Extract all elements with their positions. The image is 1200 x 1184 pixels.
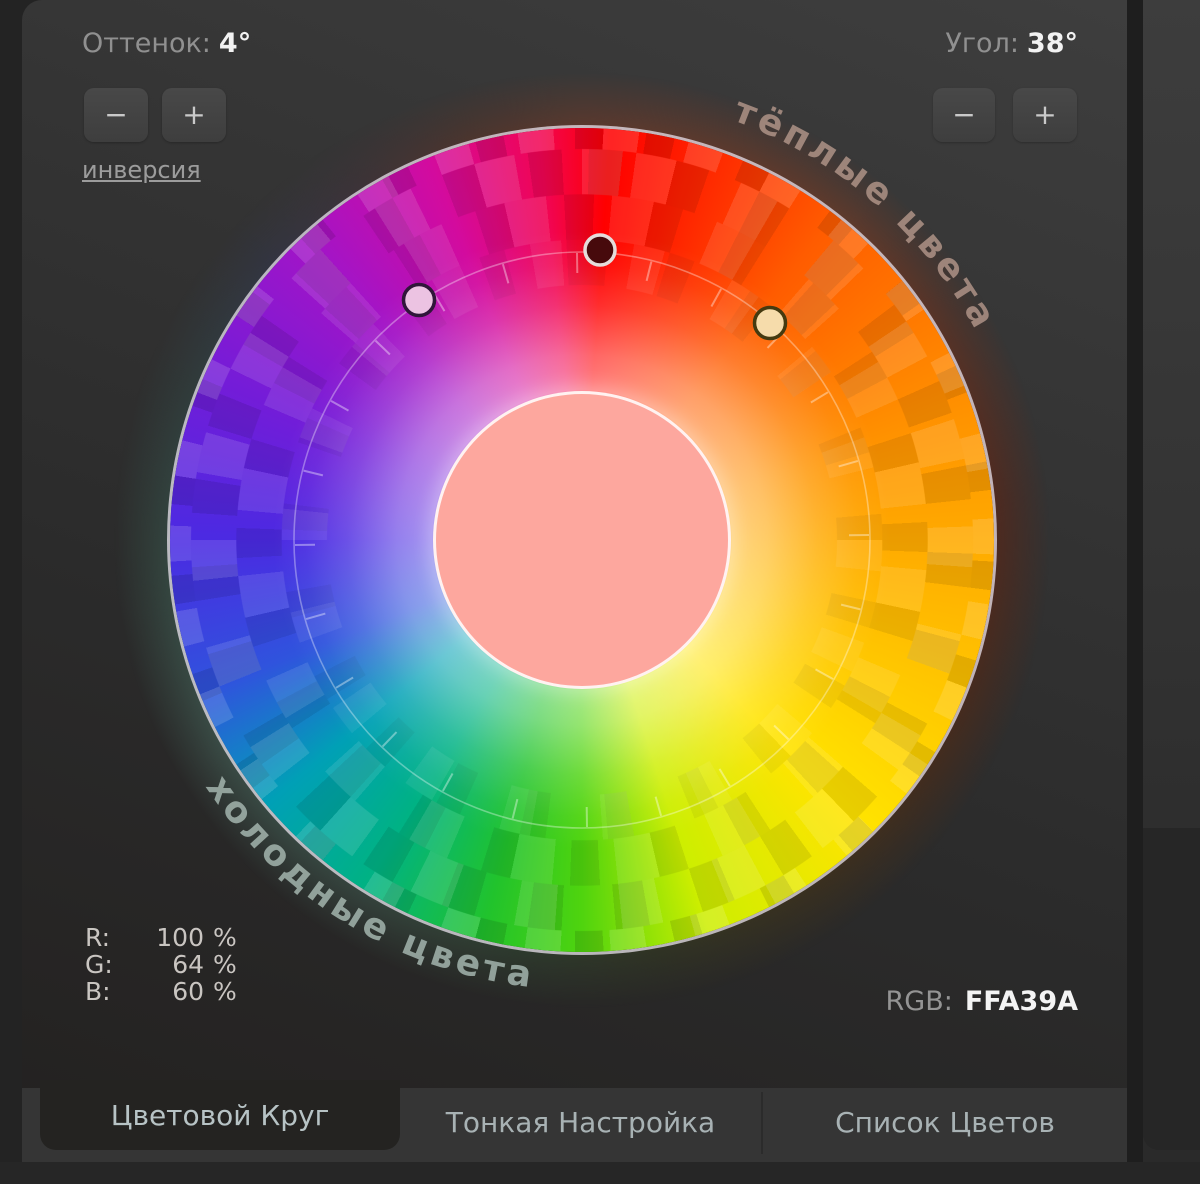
hue-minus-button[interactable]: − [84, 88, 148, 142]
hue-label: Оттенок: [82, 28, 211, 59]
selected-color-swatch [433, 391, 731, 689]
rgb-row-r: R: 100 % [85, 923, 237, 952]
wheel-overlay: тёплые цвета холодные цвета [198, 90, 1005, 997]
cold-colors-arc-label: холодные цвета [198, 768, 538, 996]
minus-angle-marker[interactable] [401, 282, 437, 318]
bottom-strip [0, 1162, 1200, 1184]
right-groove [1127, 0, 1143, 1162]
angle-value: 38° [1026, 28, 1078, 59]
tab-fine-tuning[interactable]: Тонкая Настройка [445, 1105, 716, 1139]
tab-color-wheel[interactable]: Цветовой Круг [40, 1080, 400, 1150]
hex-readout: RGB: FFA39A [886, 986, 1078, 1017]
main-hue-marker[interactable] [583, 233, 617, 267]
warm-colors-arc-label: тёплые цвета [728, 90, 1005, 338]
hex-label: RGB: [885, 986, 953, 1017]
rgb-percent-readout: R: 100 % G: 64 % B: 60 % [85, 924, 237, 1005]
color-wheel: тёплые цвета холодные цвета [112, 70, 1052, 1010]
hex-value: FFA39A [964, 986, 1078, 1017]
angle-readout: Угол: 38° [945, 28, 1078, 59]
angle-plus-button[interactable]: + [1013, 88, 1077, 142]
angle-label: Угол: [945, 28, 1019, 59]
plus-angle-marker[interactable] [752, 305, 788, 341]
tick-marks [294, 252, 870, 828]
hue-readout: Оттенок: 4° [82, 28, 251, 59]
rgb-row-g: G: 64 % [85, 950, 237, 979]
right-edge-card [1143, 828, 1200, 1150]
selection-ring [293, 251, 871, 829]
tab-divider [761, 1092, 763, 1154]
rgb-row-b: B: 60 % [85, 977, 237, 1006]
hue-value: 4° [218, 28, 252, 59]
tab-color-list[interactable]: Список Цветов [835, 1105, 1055, 1139]
